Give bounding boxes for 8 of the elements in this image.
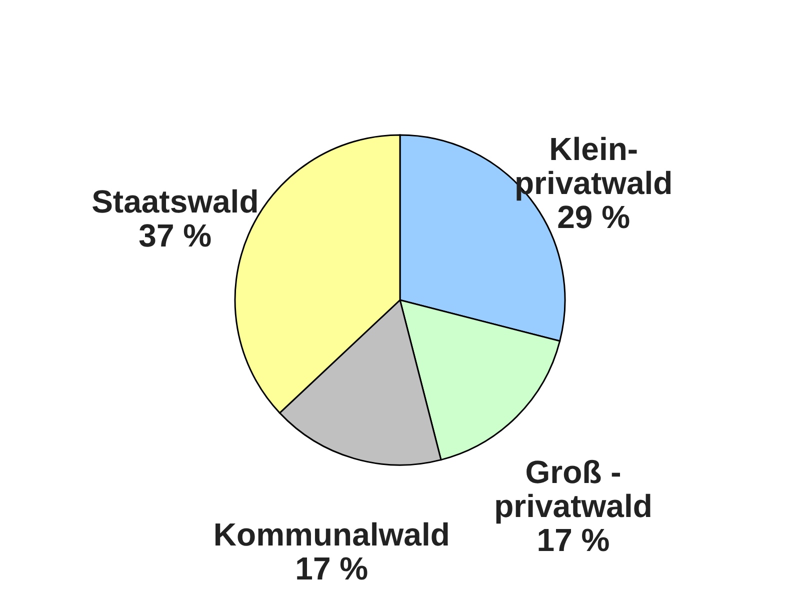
data-label: 17 %: [536, 522, 610, 558]
slice-label: Kommunalwald: [213, 516, 450, 552]
data-label: 29 %: [557, 198, 630, 235]
data-label: 17 %: [295, 550, 368, 586]
data-label: 37 %: [138, 218, 212, 254]
slice-label: Klein- privatwald: [514, 130, 673, 201]
slice-label: Staatswald: [92, 184, 259, 220]
slice-label: Groß - privatwald: [494, 454, 652, 524]
